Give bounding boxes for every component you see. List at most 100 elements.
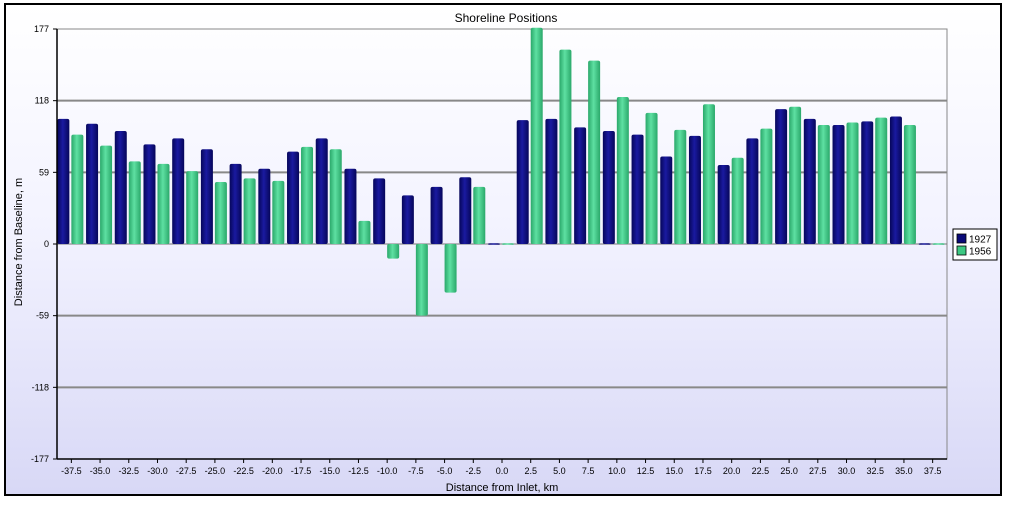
bar-1927: [143, 144, 156, 244]
bar-1927: [229, 163, 242, 244]
x-tick-label: 37.5: [924, 466, 942, 476]
y-tick-label: 118: [35, 96, 49, 106]
y-tick-label: 59: [39, 167, 49, 177]
bar-1956: [100, 145, 113, 244]
x-tick-label: 2.5: [524, 466, 537, 476]
x-tick-label: -12.5: [348, 466, 369, 476]
bar-1927: [660, 156, 673, 244]
bar-1956: [731, 157, 744, 244]
x-tick-label: -20.0: [262, 466, 283, 476]
x-tick-label: 32.5: [866, 466, 884, 476]
x-tick-label: -15.0: [319, 466, 340, 476]
bar-1956: [301, 146, 314, 244]
x-axis-label: Distance from Inlet, km: [446, 482, 558, 494]
bar-1927: [373, 178, 386, 244]
bar-1927: [717, 165, 730, 244]
bar-1927: [315, 138, 328, 244]
bar-1927: [114, 131, 127, 244]
bar-1956: [358, 220, 371, 244]
bar-1927: [918, 243, 931, 245]
bar-1927: [631, 134, 644, 244]
legend-label-1956: 1956: [969, 247, 992, 258]
bar-1927: [200, 149, 213, 244]
x-tick-label: -10.0: [377, 466, 398, 476]
bar-1927: [57, 118, 70, 244]
bar-1956: [243, 178, 256, 244]
legend-swatch-1956: [956, 245, 967, 256]
y-tick-label: -59: [36, 311, 49, 321]
bar-1956: [903, 124, 916, 244]
y-tick-label: 0: [44, 239, 49, 249]
bar-1927: [574, 127, 587, 244]
bar-1956: [760, 128, 773, 244]
y-tick-label: -177: [31, 454, 49, 464]
bar-1927: [401, 195, 414, 244]
bar-1956: [702, 104, 715, 245]
x-tick-label: 22.5: [752, 466, 770, 476]
x-tick-label: 5.0: [553, 466, 566, 476]
bar-1956: [616, 97, 629, 244]
x-tick-label: -17.5: [291, 466, 312, 476]
bar-1956: [817, 124, 830, 244]
bar-1956: [502, 243, 514, 245]
x-tick-label: 15.0: [665, 466, 683, 476]
x-tick-label: -32.5: [119, 466, 140, 476]
bar-1956: [846, 122, 859, 244]
bar-1956: [329, 149, 342, 244]
bar-1956: [588, 60, 601, 244]
chart-frame: Shoreline Positions 177 118 59 0 -59 -118 -177…: [4, 3, 1002, 496]
x-tick-label: -30.0: [147, 466, 168, 476]
shoreline-chart: Shoreline Positions 177 118 59 0 -59 -118 -177…: [13, 11, 998, 494]
x-tick-label: 25.0: [780, 466, 798, 476]
x-tick-label: -37.5: [61, 466, 82, 476]
x-tick-label: 17.5: [694, 466, 712, 476]
x-tick-label: 30.0: [838, 466, 856, 476]
bar-1927: [775, 109, 788, 244]
x-tick-label: 12.5: [637, 466, 655, 476]
bar-1956: [875, 117, 888, 244]
x-tick-label: 20.0: [723, 466, 741, 476]
x-tick-label: -35.0: [90, 466, 111, 476]
bar-1956: [530, 27, 543, 245]
y-tick-label: 177: [34, 24, 49, 34]
legend-label-1927: 1927: [969, 235, 992, 246]
chart-title: Shoreline Positions: [455, 11, 558, 25]
legend-swatch-1927: [956, 233, 967, 244]
bar-1927: [602, 131, 615, 244]
bar-1956: [272, 180, 285, 244]
bar-1927: [344, 168, 357, 244]
bar-1927: [287, 151, 300, 244]
bar-1927: [746, 138, 759, 244]
bar-1927: [172, 138, 185, 244]
bar-1956: [387, 244, 400, 259]
bar-1956: [186, 171, 199, 244]
bar-1956: [157, 163, 170, 244]
bar-1956: [789, 106, 802, 244]
x-tick-label: -7.5: [408, 466, 424, 476]
bar-1956: [128, 161, 141, 244]
x-tick-label: 7.5: [582, 466, 595, 476]
x-tick-label: -27.5: [176, 466, 197, 476]
x-tick-label: 35.0: [895, 466, 913, 476]
bar-1927: [832, 124, 845, 244]
x-tick-label: 10.0: [608, 466, 626, 476]
bar-1956: [71, 134, 84, 244]
bar-1927: [861, 121, 874, 244]
bar-1956: [674, 129, 687, 244]
bar-1956: [473, 186, 486, 244]
bar-1956: [645, 112, 658, 244]
axes: 177 118 59 0 -59 -118 -177 -37.5 -35.0 -32.5 -30.0…: [31, 24, 947, 476]
y-axis-label: Distance from Baseline, m: [13, 178, 25, 306]
x-tick-label: 27.5: [809, 466, 827, 476]
bar-1956: [444, 244, 457, 293]
x-tick-label: 0.0: [496, 466, 509, 476]
bar-1927: [516, 120, 529, 244]
bar-1956: [415, 244, 428, 316]
bar-1927: [688, 135, 701, 244]
bar-1927: [430, 186, 443, 244]
bar-1927: [803, 118, 816, 244]
bar-1927: [258, 168, 271, 244]
bars: [57, 27, 945, 316]
x-tick-label: -22.5: [233, 466, 254, 476]
